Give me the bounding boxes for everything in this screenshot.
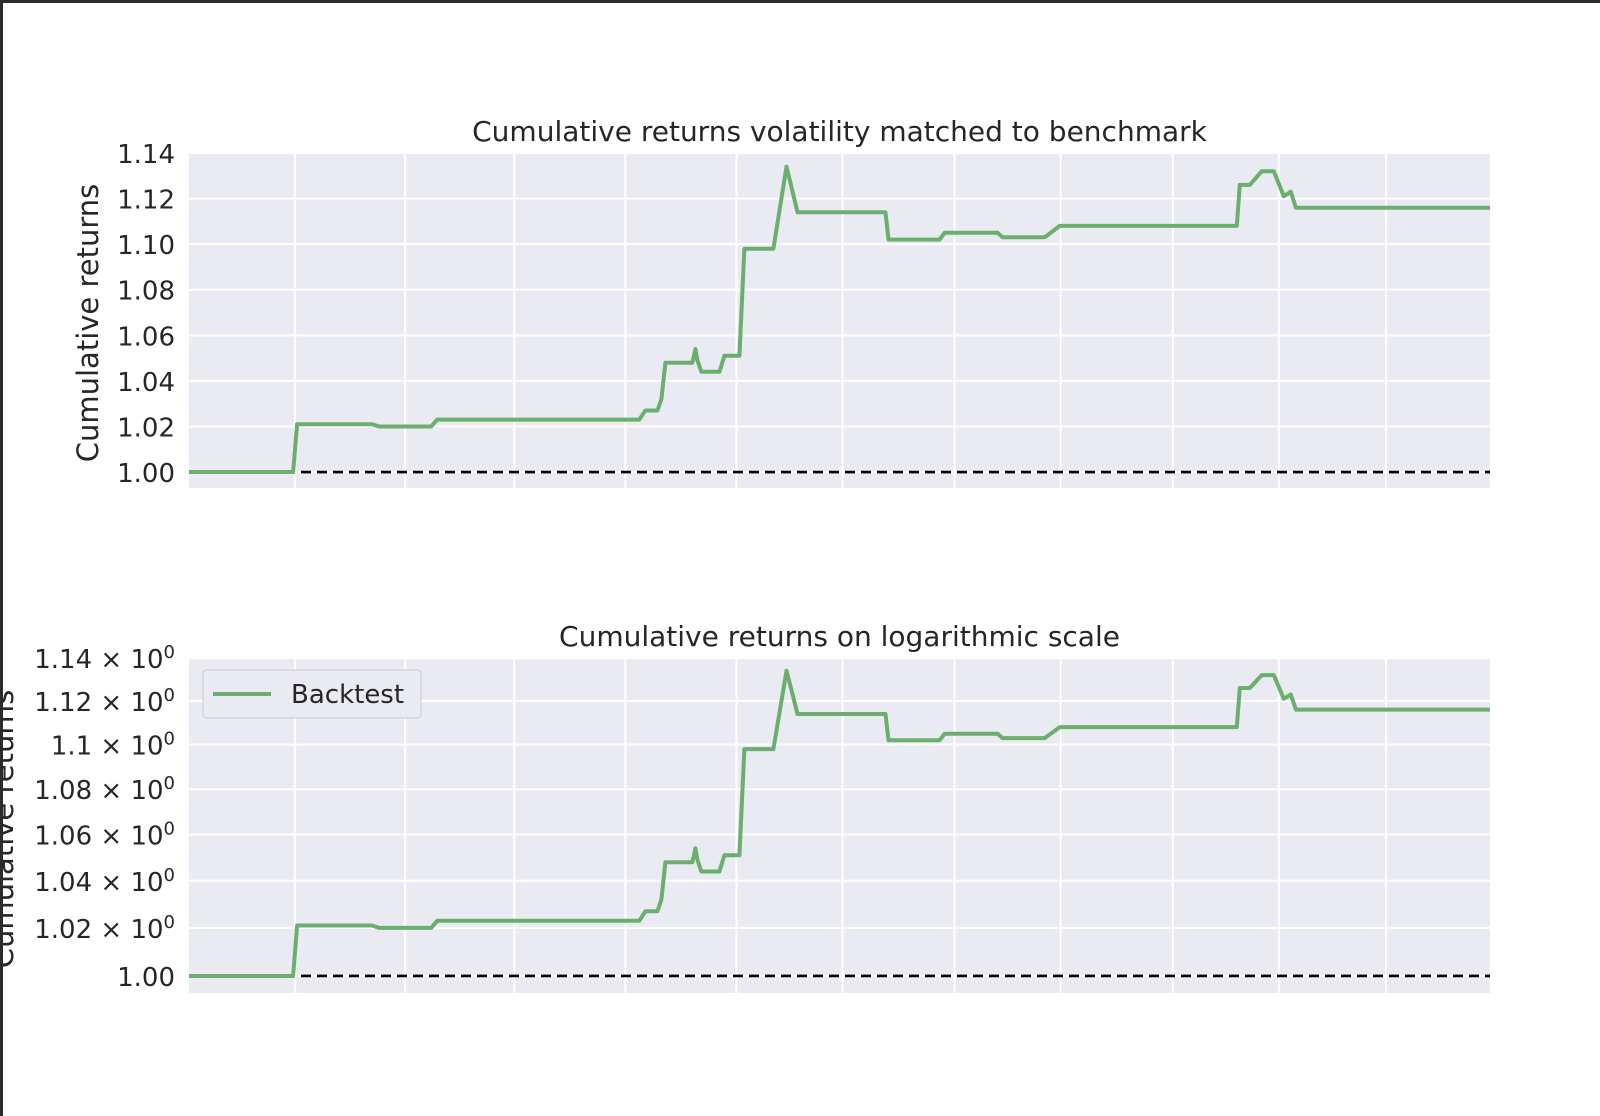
y-tick-label: 1.00 xyxy=(117,963,175,993)
legend-box xyxy=(202,669,422,719)
y-tick-label: 1.00 xyxy=(117,459,175,489)
chart-panel-1: 1.00 1.02 1.04 1.06 1.08 1.10 1.12 1.14 Cumulati… xyxy=(71,115,1490,489)
chart-title: Cumulative returns on logarithmic scale xyxy=(559,620,1120,653)
y-tick-label: 1.02 xyxy=(117,413,175,443)
figure-svg: 1.00 1.02 1.04 1.06 1.08 1.10 1.12 1.14 Cumulati… xyxy=(3,115,1490,993)
y-tick-label: 1.06 × 100 xyxy=(34,819,175,852)
y-tick-label: 1.12 xyxy=(117,186,175,216)
y-tick-label: 1.14 × 100 xyxy=(34,642,175,675)
figure-canvas: 1.00 1.02 1.04 1.06 1.08 1.10 1.12 1.14 Cumulati… xyxy=(3,3,1600,1116)
legend-label: Backtest xyxy=(291,680,404,710)
y-axis-label: Cumulative returns xyxy=(71,184,105,463)
y-tick-label: 1.04 × 100 xyxy=(34,865,175,898)
y-tick-label: 1.10 xyxy=(117,231,175,261)
legend: Backtest xyxy=(202,669,422,719)
y-tick-label: 1.12 × 100 xyxy=(34,685,175,718)
y-tick-label: 1.1 × 100 xyxy=(51,729,175,762)
chart-title: Cumulative returns volatility matched to… xyxy=(472,115,1208,148)
y-axis-label: Cumulative returns xyxy=(3,690,20,969)
y-tick-label: 1.06 xyxy=(117,322,175,352)
series-line-backtest xyxy=(189,668,1490,978)
y-tick-label: 1.02 × 100 xyxy=(34,912,175,945)
y-tick-label: 1.04 xyxy=(117,368,175,398)
series-line-backtest xyxy=(189,164,1490,474)
chart-panel-2: 1.00 1.02 × 100 1.04 × 100 1.06 × 100 1.08 ×… xyxy=(3,620,1490,993)
y-tick-label: 1.08 xyxy=(117,277,175,307)
y-tick-label: 1.08 × 100 xyxy=(34,773,175,806)
y-tick-label: 1.14 xyxy=(117,140,175,170)
